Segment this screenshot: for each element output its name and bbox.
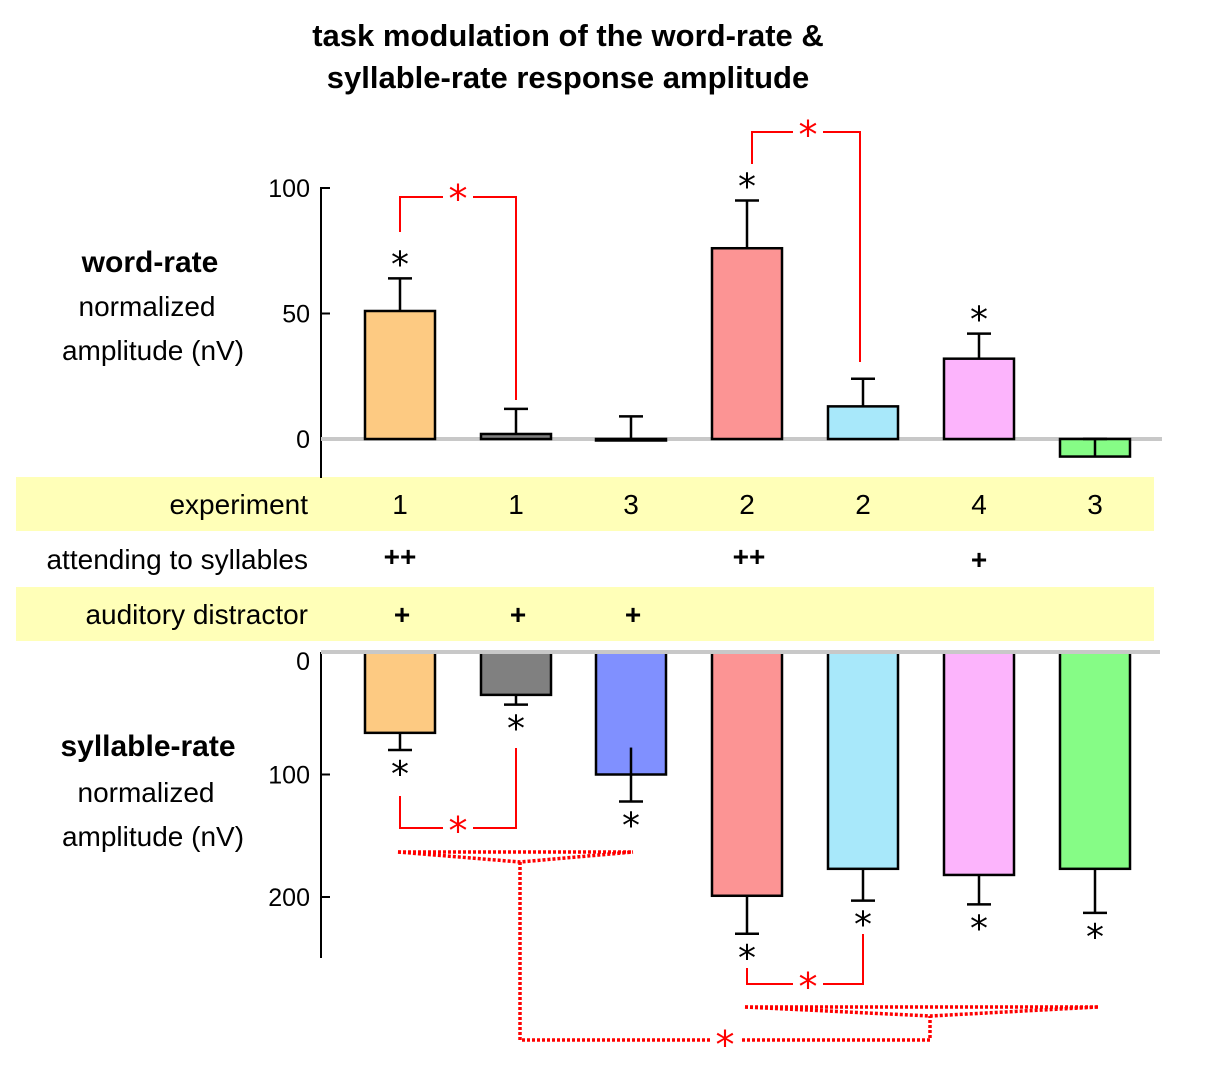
exp-cell-1: 1 — [392, 489, 408, 520]
syllable-rate-bar — [826, 650, 900, 871]
distractor-cell-2: + — [510, 599, 526, 630]
row-label-attending: attending to syllables — [46, 544, 308, 575]
syllable-rate-bar — [710, 650, 784, 898]
lower-y-tick-label: 200 — [268, 884, 310, 912]
row-label-experiment: experiment — [169, 489, 308, 520]
syllable-rate-bracket-star: * — [799, 965, 818, 1009]
table-band-experiment — [16, 477, 1154, 531]
exp-cell-5: 2 — [855, 489, 871, 520]
word-rate-bar — [710, 246, 784, 441]
lower-ylabel-line3: amplitude (nV) — [62, 821, 244, 852]
exp-cell-3: 3 — [623, 489, 639, 520]
syllable-rate-significance-star: * — [970, 908, 988, 949]
upper-ylabel-line3: amplitude (nV) — [62, 335, 244, 366]
exp-cell-4: 2 — [739, 489, 755, 520]
word-rate-bracket-gap — [793, 118, 823, 146]
syllable-rate-significance-star: * — [622, 805, 640, 846]
group-bracket-brace-right — [744, 1005, 1099, 1018]
exp-cell-6: 4 — [971, 489, 987, 520]
syllable-rate-significance-star: * — [1086, 917, 1104, 958]
syllable-rate-bracket-gap — [793, 970, 823, 996]
word-rate-bar — [363, 309, 437, 441]
upper-ylabel-title: word-rate — [81, 246, 219, 279]
upper-y-tick-label: 50 — [282, 301, 310, 329]
exp-cell-2: 1 — [508, 489, 524, 520]
word-rate-bracket-star: * — [449, 177, 468, 221]
word-rate-bar — [942, 357, 1016, 441]
group-bracket-gap — [710, 1026, 740, 1056]
syllable-rate-bracket-gap — [443, 814, 473, 842]
syllable-rate-significance-star: * — [738, 938, 756, 979]
word-rate-bar — [826, 405, 900, 441]
upper-ylabel-line2: normalized — [79, 291, 216, 322]
syllable-rate-bar — [479, 650, 553, 697]
plot-area: 0 50 100 * * * * * 0 100 200 * * * * * * * * * * — [268, 113, 1162, 1067]
syllable-rate-significance-star: * — [854, 905, 872, 946]
attend-cell-4: ++ — [733, 541, 766, 572]
word-rate-bracket-gap — [443, 180, 473, 208]
lower-ylabel-line2: normalized — [78, 777, 215, 808]
table-band-distractor — [16, 587, 1154, 641]
word-rate-bracket-star: * — [799, 113, 818, 157]
syllable-rate-bracket-star: * — [449, 809, 468, 853]
lower-y-tick-label: 0 — [296, 648, 310, 676]
upper-y-tick-label: 0 — [296, 426, 310, 454]
upper-y-tick-label: 100 — [268, 175, 310, 203]
chart-title-line2: syllable-rate response amplitude — [327, 60, 809, 95]
lower-ylabel-title: syllable-rate — [60, 730, 235, 763]
syllable-rate-significance-star: * — [391, 754, 409, 795]
word-rate-significance-star: * — [970, 300, 988, 341]
exp-cell-7: 3 — [1087, 489, 1103, 520]
syllable-rate-significance-star: * — [507, 709, 525, 750]
word-rate-bar — [479, 432, 553, 441]
word-rate-significance-star: * — [738, 167, 756, 208]
lower-y-tick-label: 100 — [268, 762, 310, 790]
attend-cell-1: ++ — [384, 541, 417, 572]
syllable-rate-bar — [363, 650, 437, 735]
row-label-distractor: auditory distractor — [85, 599, 308, 630]
syllable-rate-bar — [942, 650, 1016, 877]
chart-title-line1: task modulation of the word-rate & — [312, 18, 824, 53]
attend-cell-6: + — [971, 544, 987, 575]
distractor-cell-1: + — [394, 599, 410, 630]
word-rate-bar — [594, 437, 668, 442]
group-bracket-star: * — [716, 1023, 735, 1067]
distractor-cell-3: + — [625, 599, 641, 630]
word-rate-significance-star: * — [391, 244, 409, 285]
syllable-rate-bar — [1058, 650, 1132, 871]
